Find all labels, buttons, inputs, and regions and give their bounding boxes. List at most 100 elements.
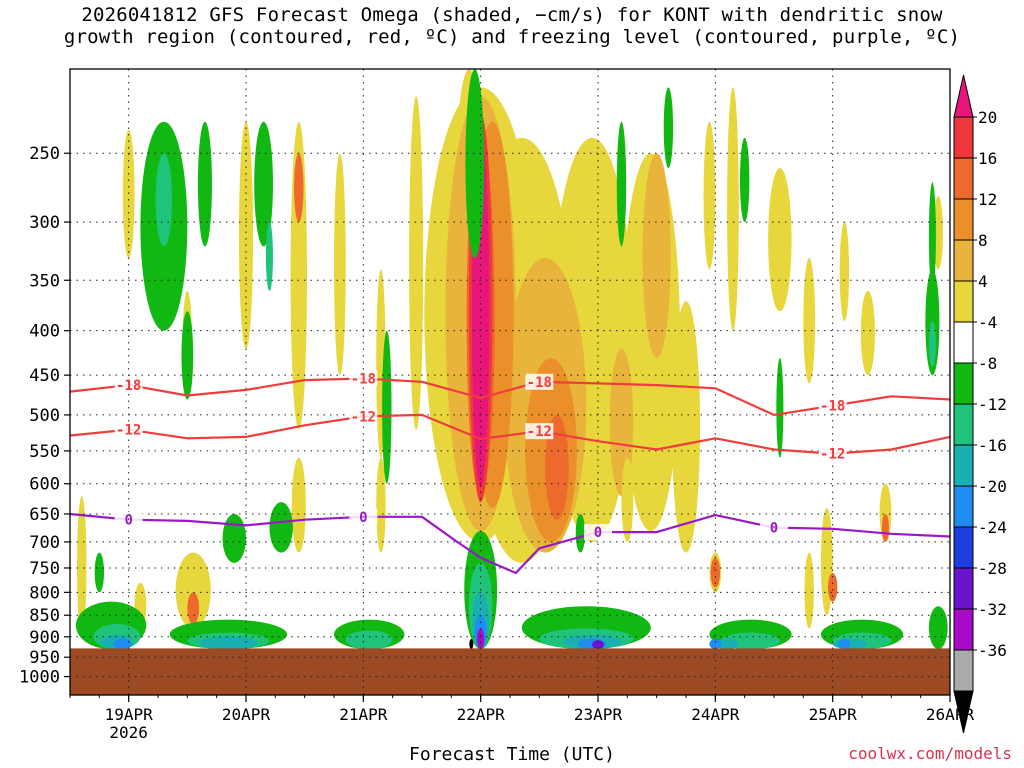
y-tick-label-350: 350	[29, 271, 60, 291]
colorbar-segment	[953, 608, 974, 651]
omega-band-4-yellow	[933, 196, 943, 270]
omega-band-neg8-green	[181, 311, 194, 400]
colorbar-segment	[953, 362, 974, 405]
colorbar-segment	[953, 239, 974, 282]
omega-band-4-yellow	[703, 121, 716, 270]
y-tick-label-650: 650	[29, 505, 60, 525]
y-tick-label-700: 700	[29, 533, 60, 553]
colorbar-segment	[953, 157, 974, 200]
colorbar-label-16: 16	[978, 149, 997, 168]
x-tick-label-23APR: 23APR	[574, 705, 623, 724]
colorbar-segment	[953, 198, 974, 241]
colorbar-label-12: 12	[978, 190, 997, 209]
omega-band-neg8-green	[465, 69, 485, 259]
colorbar: 20 16 12 8 4 -4 -8 -12 -16 -20 -24 -28 -32 -36	[953, 74, 1007, 734]
chart-title: 2026041812 GFS Forecast Omega (shaded, −…	[0, 4, 1024, 48]
contour-label-bg	[114, 377, 143, 394]
omega-band-neg8-green	[94, 552, 105, 593]
x-tick-label-19APR: 19APR	[105, 705, 154, 724]
omega-band-4-yellow	[860, 290, 875, 376]
y-tick-label-800: 800	[29, 583, 60, 603]
contour-label-dgz-upper: -18	[116, 378, 141, 394]
omega-band-12-orange	[827, 572, 838, 602]
y-tick-label-250: 250	[29, 144, 60, 164]
colorbar-top-arrow	[953, 74, 974, 118]
omega-band-neg20-blue	[709, 638, 722, 650]
omega-band-neg32-magenta	[477, 628, 485, 650]
omega-band-neg8-green	[269, 502, 293, 553]
x-tick-label-21APR: 21APR	[339, 705, 388, 724]
omega-band-neg8-green	[776, 357, 784, 458]
title-line-1: 2026041812 GFS Forecast Omega (shaded, −…	[81, 4, 943, 26]
omega-band-neg12-teal	[265, 222, 273, 291]
y-tick-label-500: 500	[29, 406, 60, 426]
omega-band-4-yellow	[803, 258, 816, 384]
y-tick-label-900: 900	[29, 628, 60, 648]
title-line-2: growth region (contoured, red, ºC) and f…	[63, 26, 961, 48]
colorbar-segment	[953, 444, 974, 487]
y-tick-label-950: 950	[29, 648, 60, 668]
colorbar-label--20: -20	[978, 477, 1007, 496]
omega-band-4-yellow	[727, 87, 739, 331]
omega-band-neg8-green	[616, 121, 627, 247]
y-tick-label-750: 750	[29, 559, 60, 579]
omega-band-neg8-green	[197, 121, 212, 247]
contour-label-bg	[818, 445, 847, 462]
omega-band-neg8-green	[739, 137, 750, 223]
omega-band-neg24-purple	[592, 640, 604, 650]
omega-band-neg36-black	[469, 638, 474, 650]
omega-band-12-orange	[187, 592, 200, 625]
y-tick-label-400: 400	[29, 322, 60, 342]
omega-band-neg12-teal	[155, 153, 173, 247]
colorbar-segment	[953, 403, 974, 446]
x-tick-label-22APR: 22APR	[457, 705, 506, 724]
omega-band-neg8-green	[928, 606, 948, 650]
colorbar-label--32: -32	[978, 600, 1007, 619]
x-tick-label-24APR: 24APR	[691, 705, 740, 724]
below-ground-fill	[70, 648, 950, 695]
omega-band-neg12-teal	[345, 630, 393, 650]
omega-band-neg12-teal	[928, 321, 936, 367]
contour-label-bg	[114, 511, 143, 528]
contour-dgz-lower	[70, 413, 950, 455]
contour-label-freezing-level: 0	[124, 513, 132, 529]
colorbar-segment	[953, 526, 974, 569]
colorbar-segment	[953, 116, 974, 159]
contour-label-dgz-lower: -12	[527, 424, 552, 440]
omega-band-4-yellow	[409, 96, 424, 430]
colorbar-label--24: -24	[978, 518, 1007, 537]
omega-band-neg8-green	[222, 513, 246, 563]
contour-label-bg	[584, 524, 612, 541]
contour-label-bg	[818, 397, 847, 414]
omega-band-4-yellow	[238, 121, 254, 350]
omega-band-8-lorange	[642, 153, 671, 358]
contour-label-dgz-lower: -12	[116, 423, 141, 439]
x-tick-sublabel: 2026	[109, 723, 148, 742]
colorbar-label--28: -28	[978, 559, 1007, 578]
omega-band-neg8-green	[575, 513, 586, 553]
x-axis-label: Forecast Time (UTC)	[409, 744, 615, 765]
contour-dgz-upper	[70, 377, 950, 416]
omega-band-4-yellow	[77, 496, 87, 637]
colorbar-label--4: -4	[978, 313, 997, 332]
omega-band-4-yellow	[621, 457, 634, 542]
omega-band-4-yellow	[291, 457, 306, 553]
y-tick-label-1000: 1000	[19, 668, 60, 688]
contour-label-dgz-upper: -18	[527, 375, 552, 391]
contour-label-bg	[760, 519, 788, 536]
colorbar-label-20: 20	[978, 108, 997, 127]
contour-label-bg	[525, 423, 554, 440]
omega-band-4-yellow	[768, 168, 792, 312]
colorbar-segment	[953, 649, 974, 692]
colorbar-segment	[953, 567, 974, 610]
temperature-contours: -18 -18 -18 -18 -12 -12 -12 -12 0 0 0 0	[70, 370, 950, 575]
omega-band-neg8-green	[663, 87, 674, 169]
colorbar-segment	[953, 321, 974, 364]
contour-label-bg	[114, 421, 143, 438]
omega-band-neg16-cyan	[199, 636, 258, 650]
contour-label-freezing-level: 0	[594, 525, 602, 541]
omega-band-4-yellow	[671, 301, 701, 553]
y-tick-label-600: 600	[29, 475, 60, 495]
omega-band-12-orange	[710, 557, 721, 588]
